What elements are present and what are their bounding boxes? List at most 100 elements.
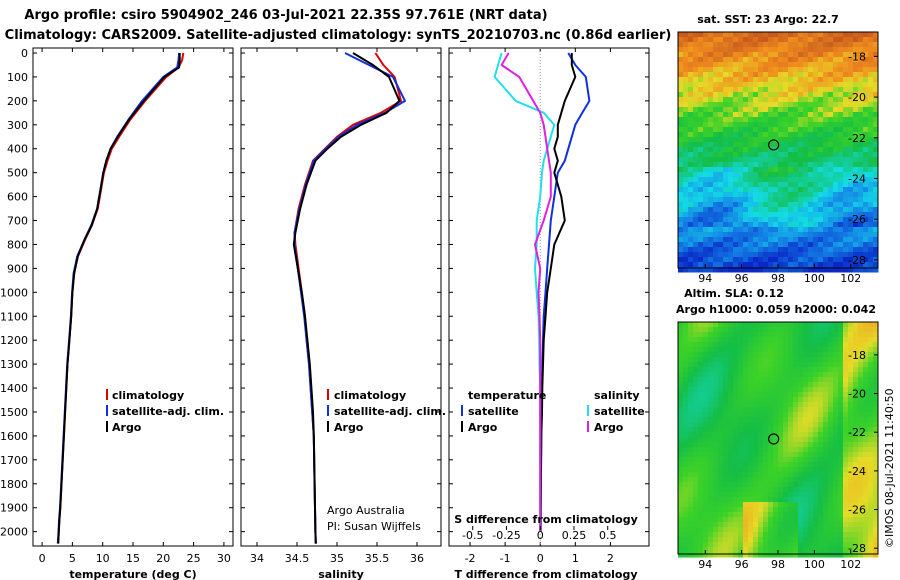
map-cell (828, 232, 834, 238)
map-cell (803, 477, 809, 483)
map-cell (823, 547, 829, 553)
map-cell (693, 362, 699, 368)
map-cell (793, 492, 799, 498)
map-cell (708, 322, 714, 328)
map-cell (863, 137, 869, 143)
map-cell (778, 402, 784, 408)
map-cell (863, 382, 869, 388)
legend-temp-satellite-label: satellite (468, 405, 519, 418)
map-cell (723, 532, 729, 538)
map-cell (693, 107, 699, 113)
depth-tick-label: 800 (7, 238, 28, 251)
map-cell (693, 532, 699, 538)
map-cell (728, 347, 734, 353)
map-cell (848, 402, 854, 408)
map-cell (828, 437, 834, 443)
map-cell (693, 487, 699, 493)
map-cell (683, 532, 689, 538)
map-cell (703, 232, 709, 238)
map-cell (793, 82, 799, 88)
map-cell (868, 127, 874, 133)
map-cell (718, 447, 724, 453)
map-cell (693, 172, 699, 178)
map-cell (733, 217, 739, 223)
map-cell (693, 542, 699, 548)
map-cell (708, 252, 714, 258)
map-cell (793, 167, 799, 173)
map-cell (748, 417, 754, 423)
map-cell (688, 52, 694, 58)
map-cell (778, 42, 784, 48)
map-cell (818, 217, 824, 223)
map-cell (678, 217, 684, 223)
map-cell (818, 202, 824, 208)
map-cell (713, 112, 719, 118)
map-cell (808, 547, 814, 553)
map-cell (723, 457, 729, 463)
map-cell (738, 422, 744, 428)
map-cell (833, 57, 839, 63)
map-cell (823, 102, 829, 108)
map-cell (783, 537, 789, 543)
map-cell (783, 437, 789, 443)
map-cell (773, 492, 779, 498)
map-cell (678, 192, 684, 198)
map-cell (858, 187, 864, 193)
map-cell (678, 332, 684, 338)
map-cell (863, 217, 869, 223)
map-cell (838, 427, 844, 433)
map-cell (748, 37, 754, 43)
map-cell (803, 142, 809, 148)
map-cell (823, 482, 829, 488)
map-cell (838, 377, 844, 383)
map-cell (793, 247, 799, 253)
map-cell (818, 267, 824, 273)
map-cell (793, 342, 799, 348)
map-cell (828, 417, 834, 423)
map-cell (813, 57, 819, 63)
map-cell (823, 267, 829, 273)
map-cell (803, 332, 809, 338)
map-cell (713, 497, 719, 503)
map-cell (808, 537, 814, 543)
map-cell (713, 437, 719, 443)
map-cell (823, 377, 829, 383)
map-cell (803, 422, 809, 428)
map-cell (683, 152, 689, 158)
map-cell (778, 537, 784, 543)
map-cell (778, 507, 784, 513)
map-cell (688, 322, 694, 328)
x-tick-label: -2 (465, 552, 476, 565)
map-cell (843, 157, 849, 163)
map-cell (843, 527, 849, 533)
map-cell (718, 52, 724, 58)
map-cell (698, 152, 704, 158)
map-cell (713, 232, 719, 238)
map-cell (838, 32, 844, 38)
map-cell (848, 67, 854, 73)
map-cell (833, 127, 839, 133)
map-cell (798, 397, 804, 403)
map-cell (848, 202, 854, 208)
map-cell (833, 532, 839, 538)
map-cell (823, 97, 829, 103)
map-cell (733, 257, 739, 263)
map-cell (768, 517, 774, 523)
map-cell (868, 442, 874, 448)
map-cell (873, 162, 879, 168)
map-cell (723, 402, 729, 408)
map-cell (723, 537, 729, 543)
map-cell (693, 252, 699, 258)
map-cell (838, 507, 844, 513)
map-cell (723, 497, 729, 503)
map-cell (848, 182, 854, 188)
map-cell (823, 77, 829, 83)
map-cell (703, 367, 709, 373)
map-cell (738, 32, 744, 38)
map-cell (713, 257, 719, 263)
map-cell (873, 427, 879, 433)
map-cell (788, 257, 794, 263)
map-cell (718, 262, 724, 268)
map-cell (738, 102, 744, 108)
map-cell (678, 522, 684, 528)
